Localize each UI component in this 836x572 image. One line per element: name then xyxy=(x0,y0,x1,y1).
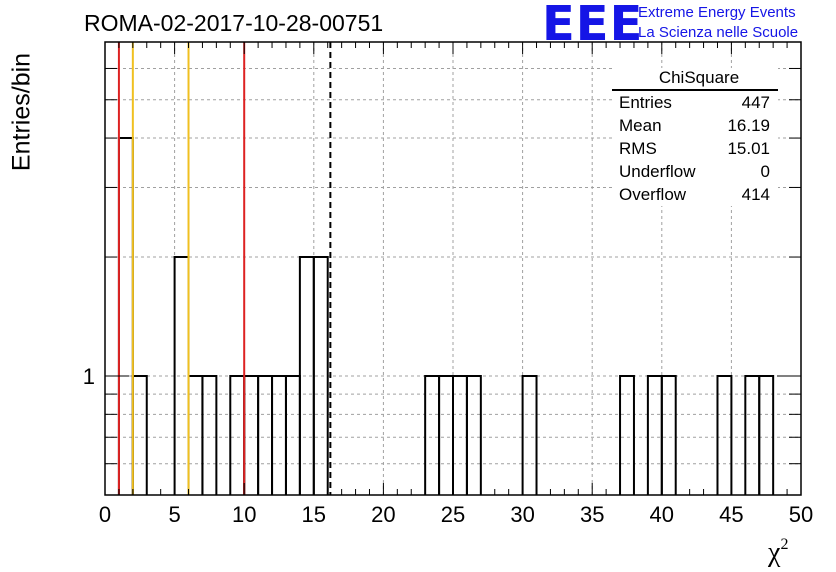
stats-value: 414 xyxy=(741,185,770,204)
histogram-bar xyxy=(521,375,538,495)
stats-value: 447 xyxy=(741,93,770,112)
x-tick-label: 30 xyxy=(510,502,534,527)
x-tick-label: 45 xyxy=(719,502,743,527)
histogram-bar xyxy=(465,375,482,495)
stats-row-overflow: Overflow 414 xyxy=(612,183,778,206)
stats-label: Overflow xyxy=(619,185,687,204)
stats-box: ChiSquare Entries 447 Mean 16.19 RMS 15.… xyxy=(612,68,778,206)
logo-line-1: Extreme Energy Events xyxy=(638,4,796,21)
eee-logo: EEE xyxy=(542,0,644,52)
stats-row-underflow: Underflow 0 xyxy=(612,160,778,183)
logo-line-2: La Scienza nelle Scuole xyxy=(638,24,799,41)
stats-value: 16.19 xyxy=(727,116,770,135)
stats-value: 15.01 xyxy=(727,139,770,158)
stats-label: RMS xyxy=(619,139,657,158)
stats-row-entries: Entries 447 xyxy=(612,91,778,114)
chart-title: ROMA-02-2017-10-28-00751 xyxy=(84,10,384,36)
histogram-bar xyxy=(201,375,218,495)
stats-title: ChiSquare xyxy=(612,68,778,91)
stats-row-mean: Mean 16.19 xyxy=(612,114,778,137)
histogram-bar xyxy=(312,256,329,495)
y-tick-label: 1 xyxy=(83,364,95,389)
stats-value: 0 xyxy=(760,162,770,181)
x-tick-label: 20 xyxy=(371,502,395,527)
stats-row-rms: RMS 15.01 xyxy=(612,137,778,160)
stats-label: Mean xyxy=(619,116,662,135)
x-tick-label: 50 xyxy=(789,502,813,527)
histogram-bar xyxy=(660,375,677,495)
x-tick-label: 25 xyxy=(441,502,465,527)
axis-ticks: 0 5 10 15 20 25 30 35 40 45 50 1 xyxy=(83,42,813,527)
histogram-bar xyxy=(758,375,775,495)
vertical-markers xyxy=(117,42,332,495)
x-axis-label: χ2 xyxy=(768,536,789,568)
x-tick-label: 5 xyxy=(168,502,180,527)
histogram-bar xyxy=(131,375,148,495)
x-tick-label: 0 xyxy=(99,502,111,527)
x-tick-label: 10 xyxy=(232,502,256,527)
x-tick-label: 35 xyxy=(580,502,604,527)
histogram-bar xyxy=(173,256,190,495)
histogram-bar xyxy=(619,375,635,495)
x-tick-label: 40 xyxy=(650,502,674,527)
histogram-bar xyxy=(716,375,733,495)
x-tick-label: 15 xyxy=(302,502,326,527)
histogram-bar xyxy=(117,137,134,495)
stats-label: Entries xyxy=(619,93,672,112)
stats-label: Underflow xyxy=(619,162,696,181)
